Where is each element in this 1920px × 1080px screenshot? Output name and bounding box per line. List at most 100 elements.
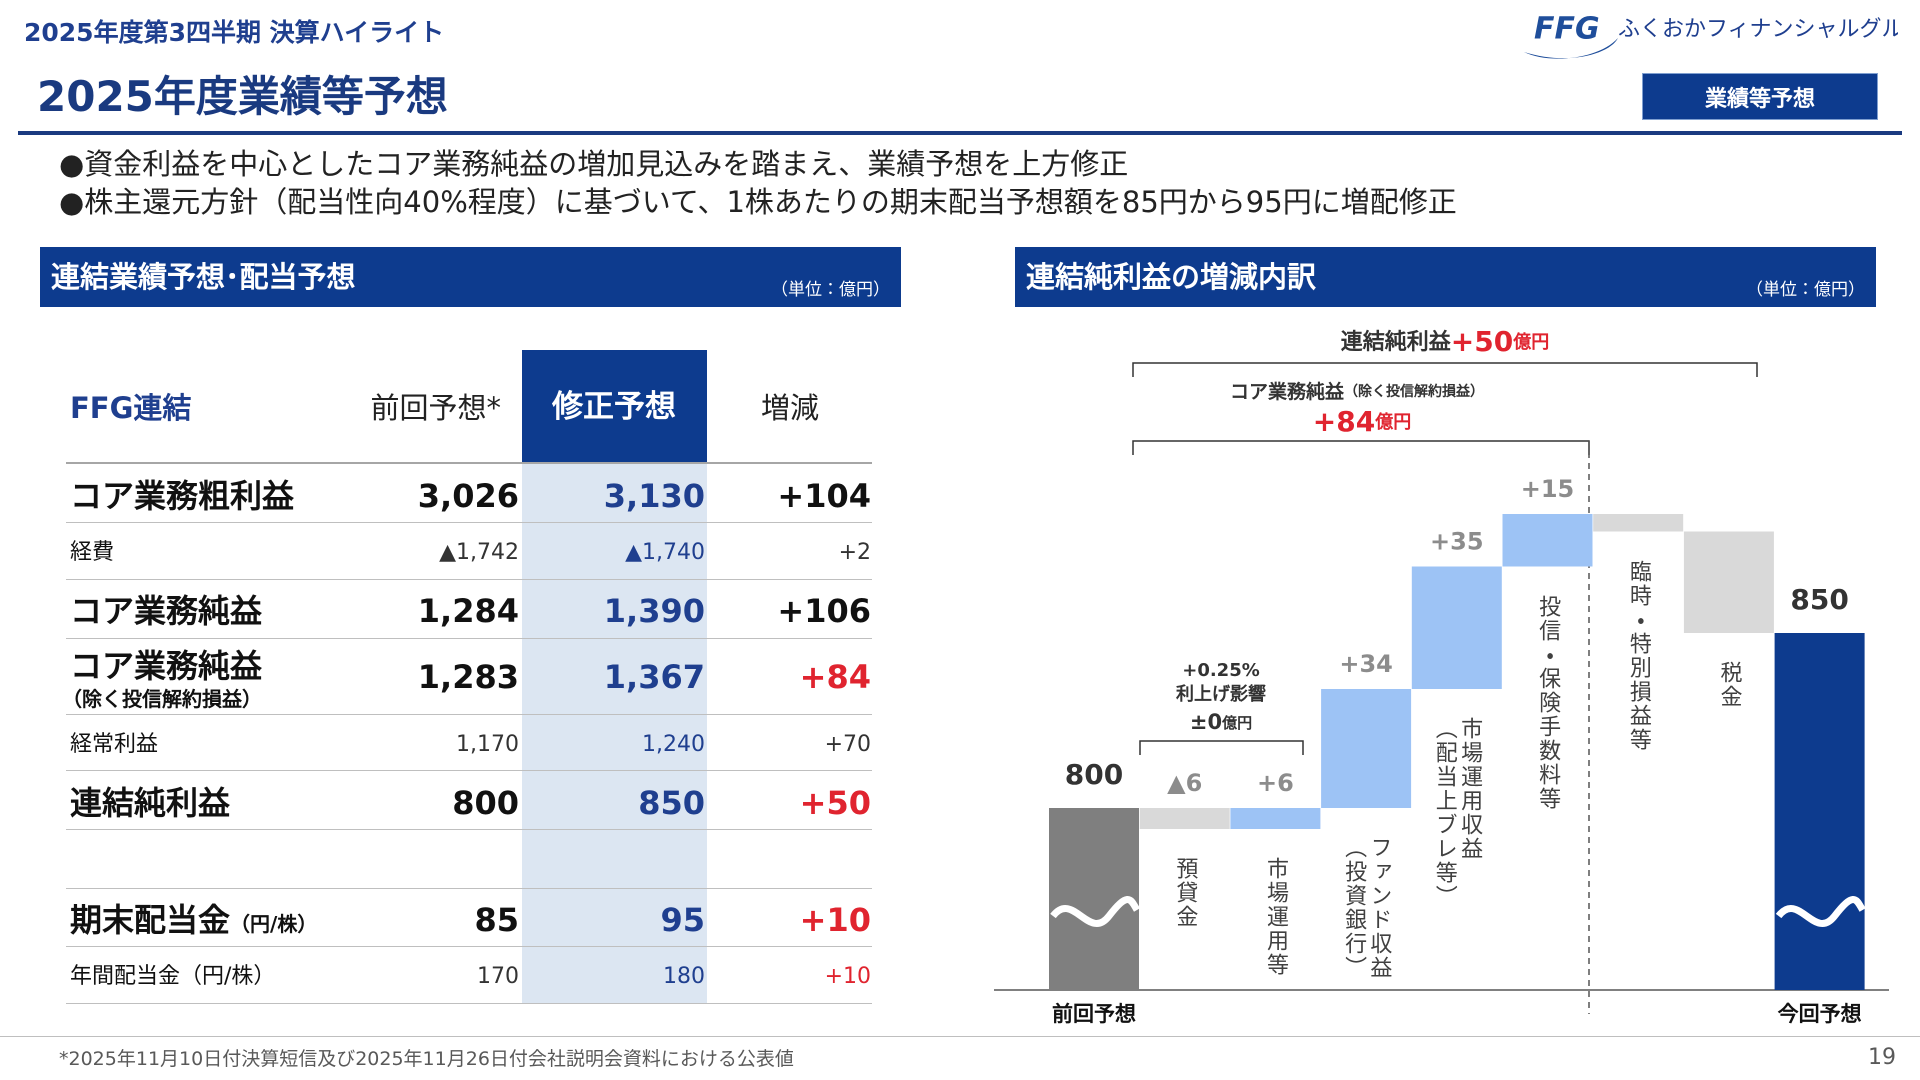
row-rule bbox=[66, 579, 872, 580]
cell-value: 1,240 bbox=[642, 732, 705, 757]
panel-unit: （単位：億円） bbox=[771, 280, 890, 300]
row-label: 連結純利益 bbox=[70, 787, 230, 819]
cell-value: ▲1,740 bbox=[625, 540, 705, 565]
row-label-text: コア業務粗利益 bbox=[70, 477, 295, 515]
cell-value: 1,283 bbox=[417, 658, 519, 696]
row-rule bbox=[66, 1003, 872, 1004]
panel-unit: （単位：億円） bbox=[1746, 280, 1865, 300]
row-label-text: 連結純利益 bbox=[70, 784, 231, 822]
row-label-text: 期末配当金 bbox=[70, 901, 231, 939]
logo: FFG ふくおかフィナンシャルグループ bbox=[1524, 12, 1898, 59]
row-note: （除く投信解約損益） bbox=[62, 687, 262, 711]
value-label: 800 bbox=[1065, 758, 1123, 791]
cell-value: 850 bbox=[638, 784, 705, 822]
bar bbox=[1683, 531, 1774, 633]
category-label: 市場運用等 bbox=[1263, 857, 1288, 977]
value-label: +6 bbox=[1257, 769, 1294, 797]
cell-value: 3,130 bbox=[603, 477, 705, 515]
cell-value: ▲1,742 bbox=[439, 540, 519, 565]
category-line: （配当上ブレ等） bbox=[1431, 717, 1457, 909]
category-line: 臨時・特別損益等 bbox=[1625, 559, 1651, 752]
core-note: コア業務純益（除く投信解約損益） bbox=[1230, 380, 1484, 403]
row-rule bbox=[66, 522, 872, 523]
section-tag: 業績等予想 bbox=[1642, 73, 1878, 120]
bar bbox=[1139, 808, 1230, 829]
row-rule bbox=[66, 829, 872, 830]
row-rule bbox=[66, 462, 872, 464]
cell-value: 1,367 bbox=[603, 658, 705, 696]
bar bbox=[1411, 566, 1502, 689]
cell-value: +104 bbox=[777, 477, 871, 515]
cell-value: 1,284 bbox=[417, 592, 519, 630]
rate-note: ±0億円 bbox=[1190, 710, 1252, 734]
cell-value: 95 bbox=[660, 901, 705, 939]
category-label: ファンド収益 （投資銀行） bbox=[1341, 836, 1392, 980]
page-number: 19 bbox=[1868, 1045, 1896, 1070]
row-rule bbox=[66, 770, 872, 771]
title-rule bbox=[18, 131, 1902, 135]
cell-value: 85 bbox=[474, 901, 519, 939]
footnote: *2025年11月10日付決算短信及び2025年11月26日付会社説明会資料にお… bbox=[59, 1048, 794, 1070]
cell-value: +106 bbox=[777, 592, 871, 630]
cell-value: +10 bbox=[824, 964, 871, 989]
row-label-text: 年間配当金（円/株） bbox=[70, 964, 276, 989]
row-label: 経費 bbox=[70, 542, 114, 564]
panel-header bbox=[40, 247, 901, 307]
row-label: 年間配当金（円/株） bbox=[70, 966, 275, 988]
row-label: コア業務純益 bbox=[70, 595, 262, 627]
note-value: ±0 bbox=[1190, 710, 1222, 734]
table-header: 増減 bbox=[760, 391, 820, 425]
bracket bbox=[1132, 440, 1590, 455]
page-title: 2025年度業績等予想 bbox=[37, 72, 448, 121]
note-qualifier: （除く投信解約損益） bbox=[1344, 383, 1484, 400]
cell-value: +70 bbox=[824, 732, 871, 757]
note-unit: 億円 bbox=[1512, 331, 1549, 353]
cell-value: 1,170 bbox=[456, 732, 519, 757]
note-value: +84 bbox=[1313, 405, 1375, 438]
header-cell bbox=[522, 350, 707, 463]
cell-value: +84 bbox=[799, 658, 871, 696]
panel-title: 連結純利益の増減内訳 bbox=[1026, 260, 1317, 294]
subtitle: 2025年度第3四半期 決算ハイライト bbox=[24, 18, 445, 47]
value-label: +34 bbox=[1339, 650, 1393, 678]
table-header: 修正予想 bbox=[552, 389, 676, 425]
bar bbox=[1502, 514, 1593, 567]
cell-value: +10 bbox=[799, 901, 871, 939]
cell-value: +50 bbox=[799, 784, 871, 822]
category-label: 臨時・特別損益等 bbox=[1626, 560, 1651, 752]
cell-value: 1,390 bbox=[603, 592, 705, 630]
bracket bbox=[1132, 362, 1758, 377]
table-header: FFG連結 bbox=[70, 391, 192, 425]
value-label: ▲6 bbox=[1167, 769, 1202, 797]
note-unit: 億円 bbox=[1221, 714, 1252, 732]
table-header: 前回予想* bbox=[370, 391, 501, 425]
category-label: 今回予想 bbox=[1778, 1002, 1862, 1026]
footer-rule bbox=[0, 1036, 1920, 1037]
row-rule bbox=[66, 888, 872, 889]
cell-value: 3,026 bbox=[417, 477, 519, 515]
category-line: ファンド収益 bbox=[1366, 836, 1392, 980]
category-label: 税金 bbox=[1716, 661, 1742, 709]
axis-break bbox=[1775, 896, 1866, 927]
rate-note: +0.25% bbox=[1182, 660, 1260, 681]
row-label-text: コア業務純益 bbox=[70, 647, 263, 685]
bar bbox=[1321, 689, 1412, 808]
note-unit: 億円 bbox=[1374, 411, 1411, 433]
total-note: 連結純利益+50億円 bbox=[1341, 325, 1549, 358]
bracket bbox=[1139, 740, 1304, 755]
row-label: コア業務粗利益 bbox=[70, 480, 294, 512]
category-line: 市場運用等 bbox=[1263, 857, 1289, 977]
panel-header bbox=[1015, 247, 1876, 307]
bullet: ●株主還元方針（配当性向40%程度）に基づいて、1株あたりの期末配当予想額を85… bbox=[59, 185, 1457, 219]
note-label: コア業務純益 bbox=[1230, 380, 1345, 403]
category-line: 税金 bbox=[1716, 661, 1742, 709]
category-label: 預貸金 bbox=[1172, 857, 1197, 929]
cell-value: 180 bbox=[663, 964, 705, 989]
row-label-text: 経常利益 bbox=[70, 732, 159, 757]
note-value: +50 bbox=[1451, 325, 1513, 358]
cell-value: +2 bbox=[838, 540, 871, 565]
row-label-text: 経費 bbox=[70, 540, 115, 565]
category-label: 投信・保険手数料等 bbox=[1535, 595, 1560, 811]
